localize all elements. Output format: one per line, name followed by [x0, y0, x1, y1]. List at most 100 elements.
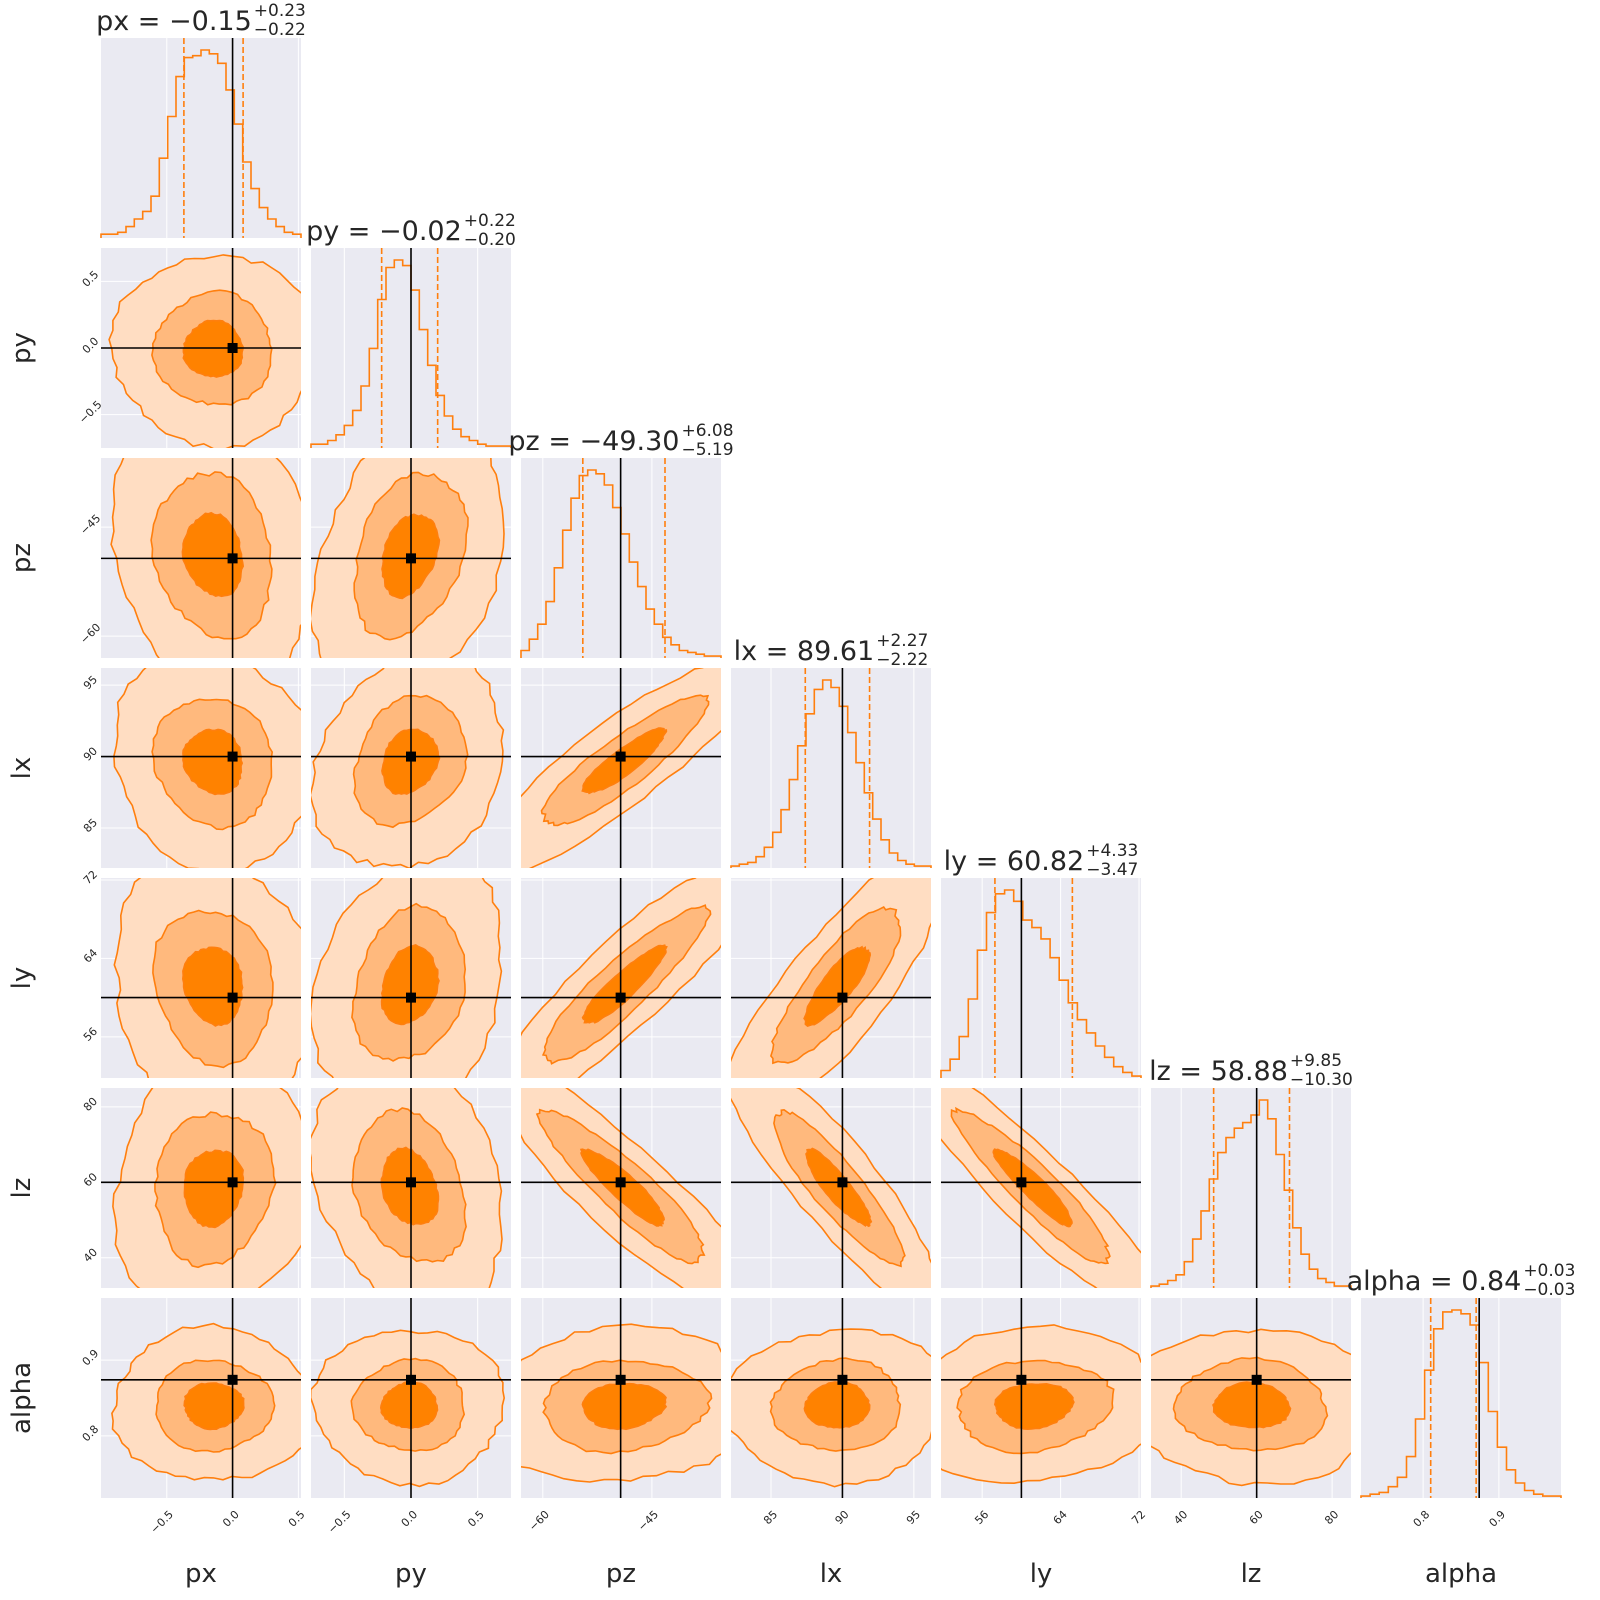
title-main: lz = 58.88	[1149, 1056, 1288, 1087]
contour-inner	[182, 728, 244, 796]
y-tick-label: 0.0	[80, 335, 102, 357]
title-py: py = −0.02 +0.22−0.20	[306, 211, 516, 250]
y-tick-label: 56	[81, 1025, 100, 1044]
panel-background	[731, 668, 931, 868]
title-main: alpha = 0.84	[1347, 1266, 1522, 1297]
panel-py-ly	[311, 878, 511, 1078]
histogram-alpha	[1360, 1309, 1562, 1498]
truth-marker	[227, 992, 238, 1003]
panel-lx-ly	[731, 878, 931, 1078]
histogram-lx	[730, 679, 932, 868]
y-tick-label: 80	[81, 1095, 100, 1114]
panel-lx-lx	[730, 668, 932, 868]
panel-lz-alpha	[1151, 1298, 1351, 1498]
title-plus: +9.85	[1290, 1051, 1342, 1071]
x-tick-label: 72	[1129, 1508, 1148, 1527]
panel-background	[101, 38, 301, 238]
y-tick-label: −45	[78, 512, 104, 538]
x-tick-label: −0.5	[148, 1508, 176, 1536]
title-main: pz = −49.30	[508, 426, 679, 457]
panel-pz-lz	[521, 1088, 721, 1288]
truth-marker	[227, 553, 238, 564]
y-tick-label: 60	[81, 1170, 100, 1189]
title-minus: −0.22	[254, 20, 306, 40]
truth-marker	[227, 1177, 238, 1188]
x-axis-label-alpha: alpha	[1425, 1559, 1497, 1589]
panel-pz-lx	[521, 668, 721, 868]
y-axis-label-lx: lx	[7, 757, 37, 780]
x-tick-label: 0.0	[220, 1508, 242, 1530]
y-tick-label: −60	[78, 621, 104, 647]
panel-px-pz	[101, 458, 301, 658]
contour-inner	[992, 1148, 1073, 1228]
title-minus: −5.19	[681, 440, 733, 460]
truth-marker	[406, 1177, 416, 1188]
contour-inner	[1212, 1381, 1292, 1429]
x-tick-label: 80	[1322, 1508, 1341, 1527]
title-plus: +0.03	[1523, 1261, 1575, 1281]
truth-marker	[227, 343, 238, 353]
panel-py-lz	[311, 1088, 511, 1288]
x-tick-label: 0.0	[399, 1508, 421, 1530]
panel-px-py	[101, 248, 301, 448]
title-main: py = −0.02	[306, 216, 462, 247]
y-tick-label: 0.5	[80, 268, 102, 290]
truth-marker	[227, 751, 238, 762]
y-tick-label: 95	[81, 673, 100, 692]
panel-px-ly	[101, 878, 301, 1078]
y-axis-label-lz: lz	[7, 1178, 37, 1199]
x-tick-label: 40	[1171, 1508, 1190, 1527]
title-main: px = −0.15	[96, 6, 252, 37]
truth-marker	[615, 1177, 626, 1188]
panel-px-lx	[101, 668, 301, 868]
truth-marker	[615, 1374, 626, 1385]
contour-inner	[805, 1147, 873, 1228]
title-alpha: alpha = 0.84 +0.03−0.03	[1347, 1261, 1576, 1300]
truth-marker	[406, 992, 416, 1003]
y-axis-label-py: py	[7, 332, 37, 364]
panel-background	[941, 878, 1141, 1078]
title-plus: +4.33	[1086, 841, 1138, 861]
contour-inner	[581, 944, 668, 1024]
y-axis-label-pz: pz	[7, 543, 37, 573]
x-tick-label: −45	[635, 1508, 661, 1534]
x-tick-label: 60	[1247, 1508, 1266, 1527]
truth-marker	[1251, 1374, 1262, 1385]
contour-inner	[181, 511, 245, 598]
panel-py-py	[310, 248, 512, 448]
contour-inner	[183, 1149, 245, 1229]
title-pz: pz = −49.30 +6.08−5.19	[508, 421, 733, 460]
y-tick-label: 0.9	[80, 1347, 102, 1369]
contour-inner	[379, 1380, 439, 1429]
x-tick-label: 95	[904, 1508, 923, 1527]
truth-marker	[406, 1374, 416, 1385]
x-axis-label-py: py	[395, 1559, 427, 1589]
title-px: px = −0.15 +0.23−0.22	[96, 1, 306, 40]
x-tick-label: 0.8	[1411, 1508, 1433, 1530]
x-tick-label: −60	[526, 1508, 552, 1534]
truth-marker	[837, 992, 848, 1003]
truth-marker	[837, 1374, 848, 1385]
panel-py-lx	[311, 668, 511, 868]
panel-px-lz	[101, 1088, 301, 1288]
y-tick-label: 0.8	[80, 1423, 102, 1445]
panel-lz-lz	[1150, 1088, 1352, 1288]
truth-marker	[406, 751, 416, 762]
panel-ly-ly	[940, 878, 1142, 1078]
truth-marker	[837, 1177, 848, 1188]
truth-marker	[1016, 1177, 1027, 1188]
panel-background	[1361, 1298, 1561, 1498]
panel-lx-alpha	[731, 1298, 931, 1498]
x-tick-label: 0.9	[1487, 1508, 1509, 1530]
x-tick-label: 0.5	[465, 1508, 487, 1530]
x-axis-label-pz: pz	[606, 1559, 636, 1589]
panel-px-px	[100, 38, 302, 238]
truth-marker	[227, 1374, 238, 1385]
title-minus: −2.22	[876, 650, 928, 670]
title-lz: lz = 58.88 +9.85−10.30	[1149, 1051, 1353, 1090]
truth-marker	[406, 553, 416, 564]
x-axis-label-ly: ly	[1030, 1559, 1053, 1589]
panel-ly-alpha	[941, 1298, 1141, 1498]
panel-lx-lz	[731, 1088, 931, 1288]
